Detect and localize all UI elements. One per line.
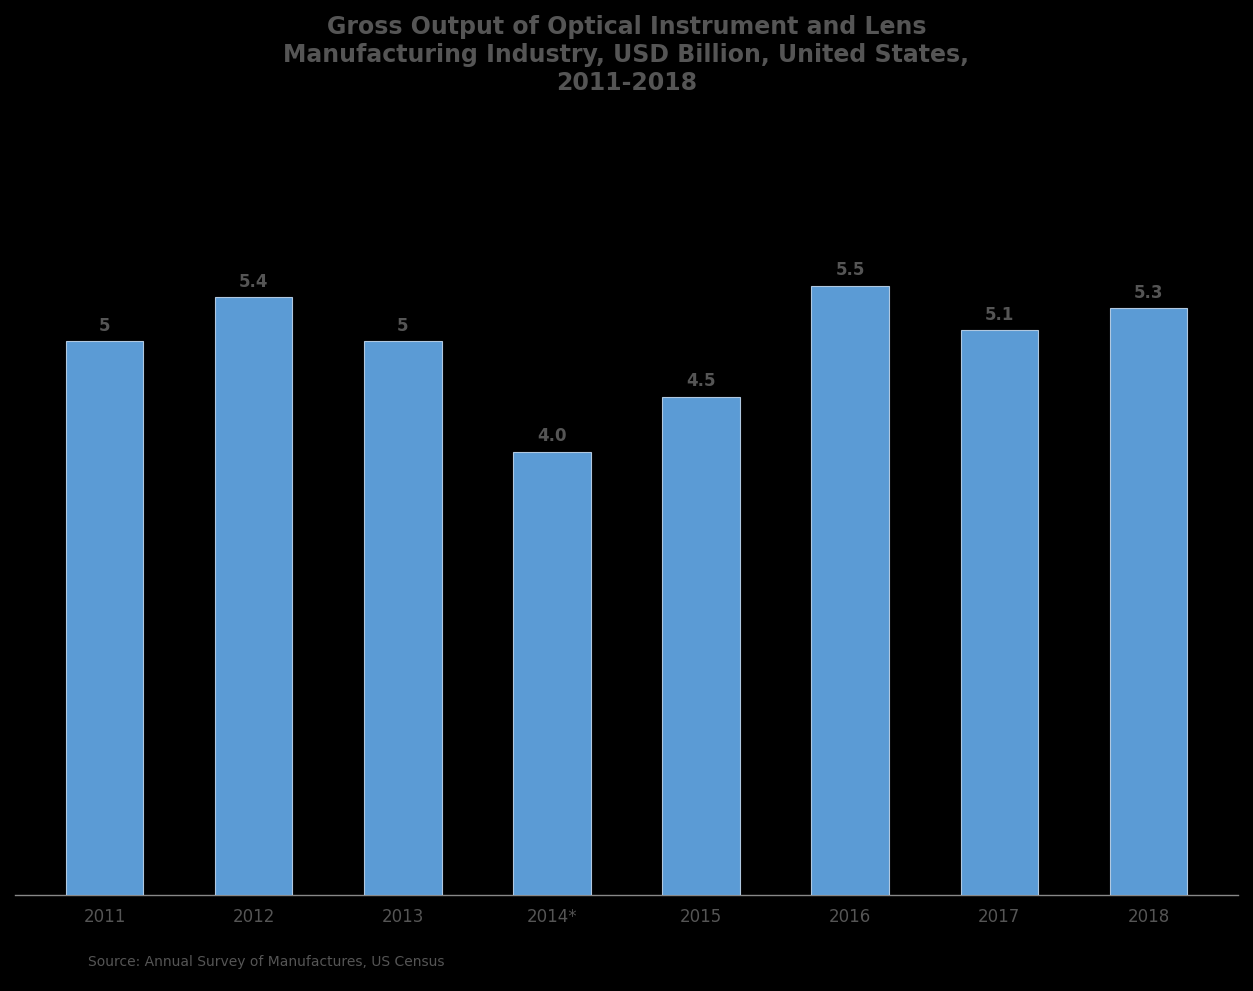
Text: 5: 5 [397,317,408,335]
Bar [365,342,441,895]
Bar [214,297,292,895]
Text: 5.3: 5.3 [1134,283,1163,301]
Text: 5.5: 5.5 [836,262,865,279]
Bar [1110,308,1188,895]
Bar [65,342,143,895]
Title: Gross Output of Optical Instrument and Lens
Manufacturing Industry, USD Billion,: Gross Output of Optical Instrument and L… [283,15,970,94]
Text: 5.4: 5.4 [239,273,268,290]
Text: 4.5: 4.5 [687,372,715,390]
Text: 5.1: 5.1 [985,305,1014,324]
Bar [663,396,739,895]
Text: 4.0: 4.0 [538,427,566,445]
Bar [812,286,888,895]
Text: 5: 5 [99,317,110,335]
Bar [514,452,590,895]
Text: Source: Annual Survey of Manufactures, US Census: Source: Annual Survey of Manufactures, U… [88,955,445,969]
Bar [961,330,1039,895]
